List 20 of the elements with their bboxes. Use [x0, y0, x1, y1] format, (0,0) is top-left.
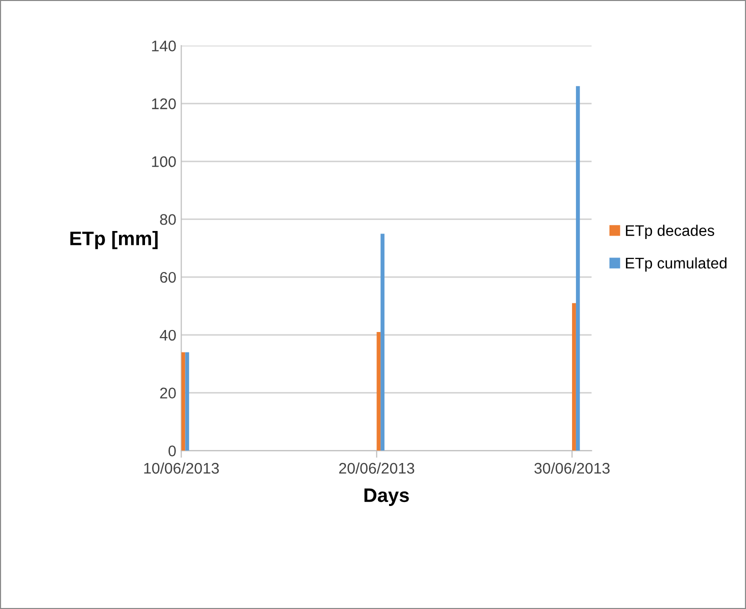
y-tick-label: 20: [160, 388, 176, 398]
legend-label: ETp decades: [626, 224, 714, 239]
bar: [376, 332, 381, 451]
x-axis-title: Days: [364, 488, 409, 506]
y-tick-label: 120: [152, 98, 176, 110]
y-tick-label: 80: [160, 214, 176, 225]
bar: [185, 352, 190, 451]
y-tick-label: 140: [152, 40, 176, 52]
x-tick-label: 20/06/2013: [339, 462, 414, 474]
bar: [576, 86, 580, 451]
y-tick-label: 40: [160, 330, 176, 341]
y-tick-label: 100: [152, 156, 176, 168]
y-tick-label: 0: [168, 446, 176, 456]
x-tick-label: 30/06/2013: [534, 462, 610, 474]
bar: [572, 303, 576, 451]
x-tick-label: 10/06/2013: [144, 462, 219, 474]
y-axis-title: ETp [mm]: [70, 231, 158, 250]
bar: [380, 234, 384, 451]
y-tick-label: 60: [160, 272, 176, 283]
legend-label: ETp cumulated: [626, 257, 726, 272]
